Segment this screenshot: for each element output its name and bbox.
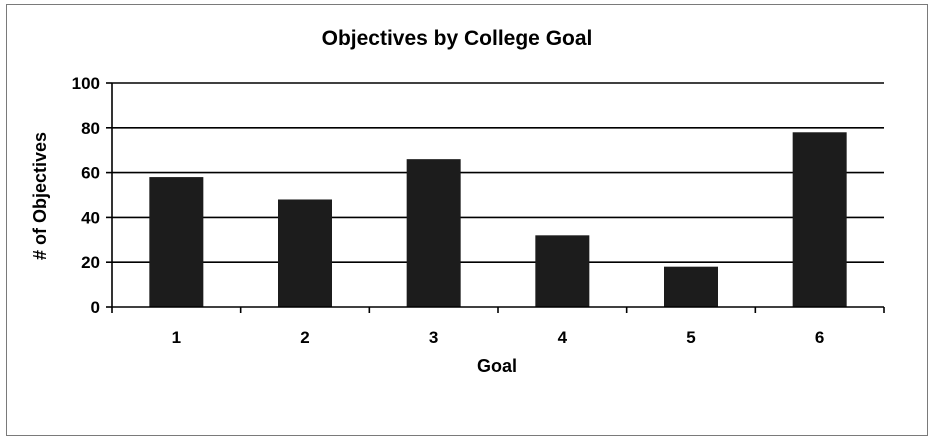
x-tick-label: 6 xyxy=(815,328,824,347)
x-tick-label: 5 xyxy=(686,328,695,347)
bar-goal-5 xyxy=(664,266,718,307)
y-tick-label: 20 xyxy=(81,253,100,272)
x-tick-labels: 1 2 3 4 5 6 xyxy=(172,328,825,347)
axes xyxy=(106,82,885,313)
bar-goal-2 xyxy=(278,199,332,307)
x-tick-label: 1 xyxy=(172,328,181,347)
bar-goal-4 xyxy=(535,235,590,307)
bar-goal-3 xyxy=(406,159,461,307)
y-axis-label: # of Objectives xyxy=(30,132,50,260)
y-tick-label: 60 xyxy=(81,164,100,183)
gridlines xyxy=(112,82,884,264)
y-tick-label: 40 xyxy=(81,208,100,227)
bar-goal-1 xyxy=(149,177,204,307)
bar-goal-6 xyxy=(792,132,847,307)
x-tick-label: 4 xyxy=(558,328,568,347)
x-tick-label: 2 xyxy=(300,328,309,347)
chart-title: Objectives by College Goal xyxy=(322,27,593,50)
y-tick-label: 0 xyxy=(91,298,100,317)
y-tick-label: 100 xyxy=(72,74,100,93)
x-axis-label: Goal xyxy=(477,356,517,376)
x-tick-label: 3 xyxy=(429,328,438,347)
y-tick-label: 80 xyxy=(81,119,100,138)
y-tick-labels: 0 20 40 60 80 100 xyxy=(72,74,100,317)
bars xyxy=(149,132,847,307)
